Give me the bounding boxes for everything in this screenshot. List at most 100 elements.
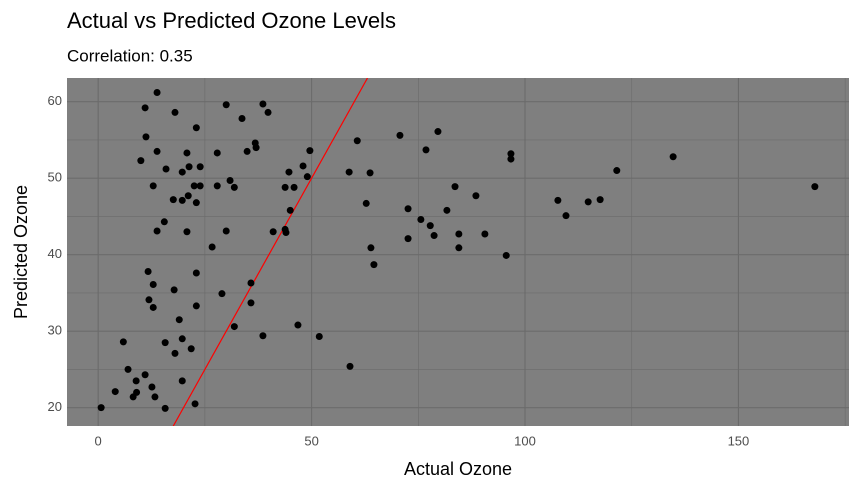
point: [178, 377, 186, 385]
point: [367, 244, 375, 252]
point: [562, 212, 570, 220]
point: [669, 153, 677, 161]
point: [222, 101, 230, 109]
x-tick-label: 0: [95, 433, 102, 448]
point: [422, 146, 430, 154]
point: [404, 205, 412, 213]
point: [192, 199, 200, 207]
point: [315, 333, 323, 341]
point: [192, 302, 200, 310]
point: [183, 228, 191, 236]
point: [613, 167, 621, 175]
point: [141, 371, 149, 379]
point: [178, 335, 186, 343]
point: [218, 290, 226, 298]
point: [213, 149, 221, 157]
point: [153, 227, 161, 235]
point: [243, 147, 251, 155]
point: [169, 196, 177, 204]
y-tick-label: 30: [48, 323, 62, 338]
point: [502, 251, 510, 259]
point: [290, 183, 298, 191]
point: [132, 377, 140, 385]
point: [192, 269, 200, 277]
point: [97, 404, 105, 412]
point: [142, 133, 150, 141]
point: [303, 173, 311, 181]
point: [353, 137, 361, 145]
point: [366, 169, 374, 177]
chart-title: Actual vs Predicted Ozone Levels: [67, 8, 396, 33]
point: [362, 199, 370, 207]
point: [148, 383, 156, 391]
point: [346, 362, 354, 370]
point: [124, 365, 132, 373]
point: [196, 163, 204, 171]
point: [404, 235, 412, 243]
point: [153, 147, 161, 155]
point: [191, 400, 199, 408]
point: [187, 345, 195, 353]
point: [294, 321, 302, 329]
point: [259, 100, 267, 108]
point: [149, 182, 157, 190]
point: [811, 183, 819, 191]
point: [417, 215, 425, 223]
point: [161, 404, 169, 412]
point: [171, 349, 179, 357]
point: [226, 176, 234, 184]
point: [345, 168, 353, 176]
plot-panel: [67, 78, 849, 426]
point: [137, 157, 145, 165]
point: [171, 108, 179, 116]
point: [584, 198, 592, 206]
point: [161, 339, 169, 347]
point: [185, 163, 193, 171]
y-tick-label: 20: [48, 399, 62, 414]
point: [299, 162, 307, 170]
point: [596, 196, 604, 204]
point: [175, 316, 183, 324]
point: [455, 244, 463, 252]
x-axis-label: Actual Ozone: [404, 459, 512, 479]
point: [178, 168, 186, 176]
point: [370, 261, 378, 269]
point: [170, 286, 178, 294]
point: [481, 230, 489, 238]
point: [282, 228, 290, 236]
point: [196, 182, 204, 190]
point: [396, 131, 404, 139]
point: [472, 192, 480, 200]
point: [286, 206, 294, 214]
point: [247, 299, 255, 307]
point: [183, 149, 191, 157]
identity-line: [172, 78, 369, 426]
point: [434, 128, 442, 136]
point: [149, 281, 157, 289]
point: [259, 332, 267, 340]
y-axis-label: Predicted Ozone: [11, 185, 31, 319]
point: [192, 124, 200, 132]
point: [151, 393, 159, 401]
point: [430, 232, 438, 240]
point: [230, 183, 238, 191]
point: [252, 144, 260, 152]
point: [208, 243, 216, 251]
chart-subtitle: Correlation: 0.35: [67, 46, 193, 65]
point: [213, 182, 221, 190]
point: [247, 279, 255, 287]
point: [507, 155, 515, 163]
x-tick-label: 100: [514, 433, 536, 448]
point: [269, 228, 277, 236]
point: [230, 323, 238, 331]
point: [451, 183, 459, 191]
point: [554, 196, 562, 204]
x-tick-label: 50: [304, 433, 318, 448]
y-tick-label: 60: [48, 93, 62, 108]
point: [184, 192, 192, 200]
point: [222, 227, 230, 235]
point: [455, 230, 463, 238]
point: [160, 218, 168, 226]
point: [426, 222, 434, 230]
